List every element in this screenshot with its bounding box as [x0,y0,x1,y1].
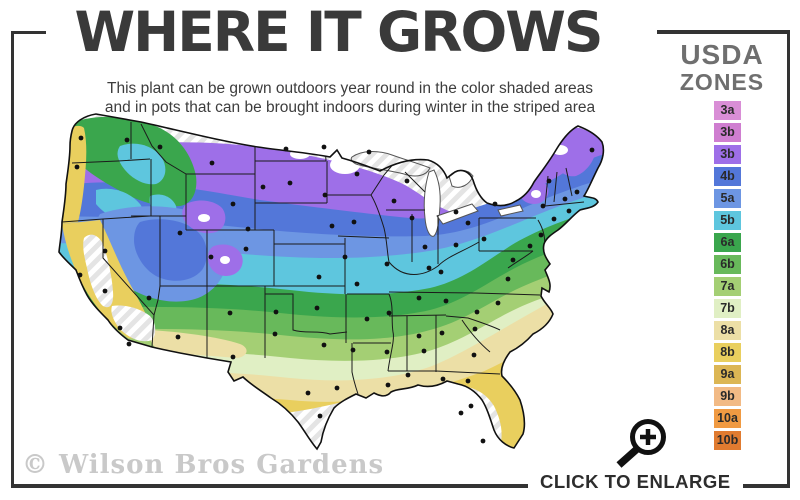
legend-swatch-6a-6: 6a [714,233,741,252]
legend-swatch-6b-7: 6b [714,255,741,274]
legend-title: USDA ZONES [662,39,782,95]
page-title: WHERE IT GROWS [74,0,604,64]
legend-swatch-8b-11: 8b [714,343,741,362]
legend-swatch-9b-13: 9b [714,387,741,406]
frame-bottom-right [743,484,790,488]
legend-swatch-5a-4: 5a [714,189,741,208]
frame-bottom-left [11,484,528,488]
legend-swatch-3b-1: 3b [714,123,741,142]
frame-top-right [657,30,790,34]
page-subtitle: This plant can be grown outdoors year ro… [40,79,660,117]
city-dots [74,135,595,444]
frame-right [787,30,790,488]
legend-swatch-10a-14: 10a [714,409,741,428]
us-outline [58,113,605,451]
legend-swatch-10b-15: 10b [714,431,741,450]
legend-swatch-8a-10: 8a [714,321,741,340]
legend-zones: 3a 3b 3b 4b 5a 5b 6a 6b 7a 7b 8a 8b 9a 9b 10a 10b [714,101,741,453]
click-to-enlarge-button[interactable]: CLICK TO ENLARGE [540,471,731,492]
magnifier-zoom-in-icon[interactable] [605,408,675,472]
frame-top-left [11,31,46,34]
frame-left [11,31,14,487]
subtitle-line-1: This plant can be grown outdoors year ro… [107,80,593,97]
legend-swatch-9a-12: 9a [714,365,741,384]
legend-swatch-4b-3: 4b [714,167,741,186]
legend-swatch-7b-9: 7b [714,299,741,318]
legend-swatch-7a-8: 7a [714,277,741,296]
legend-swatch-3a-0: 3a [714,101,741,120]
legend-title-usda: USDA [680,39,764,70]
legend-swatch-3b-2: 3b [714,145,741,164]
watermark: © Wilson Bros Gardens [22,450,385,480]
subtitle-line-2: and in pots that can be brought indoors … [104,99,596,116]
legend-swatch-5b-5: 5b [714,211,741,230]
legend-title-zones: ZONES [679,69,765,95]
